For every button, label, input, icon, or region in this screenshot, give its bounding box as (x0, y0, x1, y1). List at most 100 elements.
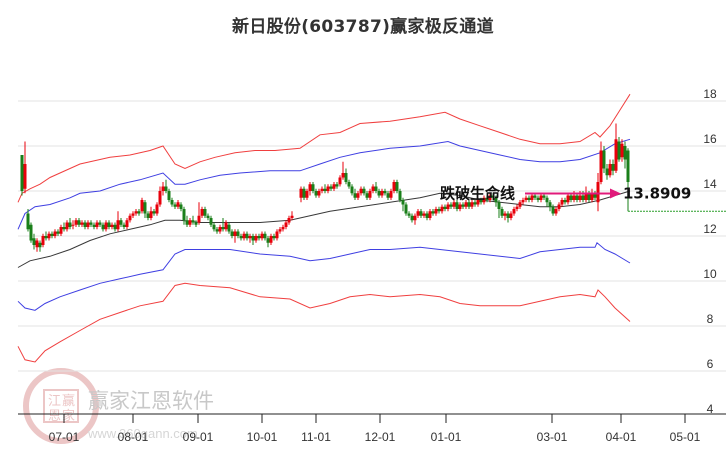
candle (245, 231, 249, 241)
candle (380, 188, 384, 198)
candle (47, 231, 51, 241)
svg-text:恩: 恩 (48, 409, 61, 424)
candle (608, 159, 612, 178)
candle (500, 206, 504, 218)
candle (128, 213, 132, 223)
lower-outer-band (17, 282, 631, 363)
candle (89, 220, 93, 227)
candle (227, 222, 231, 234)
candle (404, 202, 408, 216)
candle (503, 211, 507, 221)
candle (131, 211, 135, 218)
candle (197, 202, 201, 225)
candle (458, 202, 462, 212)
candle (92, 222, 96, 230)
candle (50, 231, 54, 239)
candle (125, 218, 129, 230)
candle (482, 195, 486, 205)
candle (443, 204, 447, 212)
candle (206, 213, 210, 221)
candle (119, 218, 123, 227)
candle (59, 224, 63, 236)
y-tick-label: 6 (707, 357, 714, 371)
candle (413, 213, 417, 225)
candle (389, 188, 393, 200)
svg-text:江: 江 (48, 394, 61, 409)
channel-bands (17, 93, 631, 363)
candle (560, 197, 564, 207)
candle (38, 240, 42, 252)
candle (305, 188, 309, 200)
candle (266, 236, 270, 248)
candle (437, 206, 441, 214)
candle (611, 159, 615, 176)
candle (416, 209, 420, 218)
candle (467, 200, 471, 209)
candle (281, 224, 285, 232)
candle (590, 188, 594, 203)
watermark: 江 赢 恩 家 赢家江恩软件 www.360gann.com (23, 368, 214, 444)
candle (494, 195, 498, 207)
candle (359, 186, 363, 196)
y-tick-label: 18 (703, 87, 717, 101)
watermark-url: www.360gann.com (87, 426, 198, 441)
annotation: 跌破生命线 13.8909 (440, 184, 726, 212)
candle (236, 229, 240, 239)
x-tick-label: 08-01 (118, 430, 149, 444)
candle (410, 213, 414, 223)
x-tick-label: 10-01 (247, 430, 278, 444)
candle (164, 179, 168, 194)
candle (485, 195, 489, 203)
candle (167, 188, 171, 203)
candle (104, 220, 108, 232)
annotation-label: 跌破生命线 (440, 184, 515, 202)
svg-text:赢: 赢 (62, 393, 75, 409)
candle (221, 218, 225, 232)
candle (461, 202, 465, 209)
x-tick-label: 04-01 (606, 430, 637, 444)
candle (428, 209, 432, 221)
candle (176, 200, 180, 209)
candle (137, 209, 141, 216)
candle (506, 211, 510, 223)
candle (311, 182, 315, 194)
candle (320, 186, 324, 194)
candle (365, 191, 369, 200)
candle (191, 215, 195, 225)
y-tick-label: 16 (703, 132, 717, 146)
x-tick-label: 05-01 (670, 430, 701, 444)
candle (338, 175, 342, 187)
candle (182, 206, 186, 225)
candle (623, 141, 627, 169)
candle (464, 200, 468, 209)
candle (209, 215, 213, 227)
candle (254, 233, 258, 243)
candle (71, 220, 75, 230)
candle (419, 209, 423, 218)
candle (515, 204, 519, 212)
y-tick-label: 14 (703, 177, 717, 191)
candle (575, 193, 579, 203)
candle (215, 227, 219, 234)
candle (134, 209, 138, 216)
candle (521, 197, 525, 205)
chart-title: 新日股份(603787)赢家极反通道 (232, 17, 494, 37)
candle (233, 229, 237, 243)
candle (617, 137, 621, 162)
candle (29, 222, 33, 243)
candle (371, 184, 375, 194)
candle (422, 211, 426, 218)
candle (323, 184, 327, 194)
candle (23, 141, 27, 194)
candle (269, 233, 273, 245)
candle (341, 161, 345, 180)
candle (614, 123, 618, 173)
candle (518, 200, 522, 209)
candle (251, 233, 255, 245)
candle (308, 182, 312, 196)
candle (272, 233, 276, 241)
candle (392, 179, 396, 194)
candle (299, 186, 303, 203)
candle (347, 179, 351, 189)
candle (452, 200, 456, 209)
